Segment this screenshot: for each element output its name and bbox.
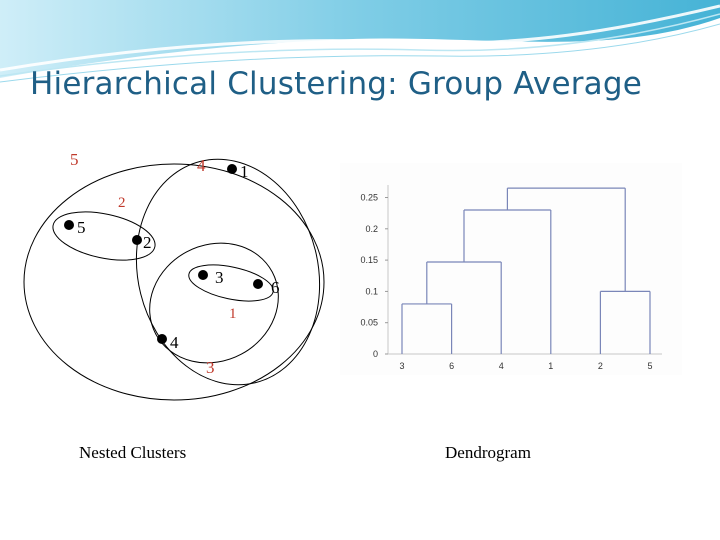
cluster-outline-5	[23, 163, 325, 401]
point-3	[198, 270, 208, 280]
merge-label-2: 2	[118, 195, 126, 211]
dendrogram-link	[506, 187, 626, 292]
cluster-outline-1	[188, 264, 274, 302]
dendrogram-link	[463, 209, 552, 354]
dendrogram-leaf-label: 2	[598, 361, 603, 371]
point-label-2: 2	[143, 233, 152, 252]
dendrogram-leaf-label: 6	[449, 361, 454, 371]
dendrogram-leaf-label: 1	[548, 361, 553, 371]
point-label-5: 5	[77, 218, 86, 237]
dendrogram-ytick-label: 0.1	[365, 286, 378, 296]
cluster-outline-4	[135, 158, 321, 386]
dendrogram-link	[401, 303, 453, 354]
merge-label-3: 3	[206, 358, 215, 377]
merge-label-5: 5	[70, 150, 79, 169]
merge-label-1: 1	[229, 306, 237, 322]
point-label-1: 1	[240, 162, 249, 181]
dendrogram-panel: 0 0.05 0.1 0.15 0.2 0.25 3 6 4 1 2 5	[340, 163, 682, 375]
dendrogram-caption: Dendrogram	[445, 443, 531, 462]
dendrogram-ytick-label: 0.05	[360, 318, 378, 328]
point-2	[132, 235, 142, 245]
slide-title: Hierarchical Clustering: Group Average	[30, 66, 643, 102]
cluster-outline-2	[52, 211, 156, 261]
header-banner	[0, 0, 720, 83]
point-5	[64, 220, 74, 230]
point-4	[157, 334, 167, 344]
point-label-3: 3	[215, 268, 224, 287]
cluster-outline-3	[149, 242, 279, 364]
point-6	[253, 279, 263, 289]
nested-clusters-caption: Nested Clusters	[79, 443, 187, 462]
dendrogram-link	[426, 261, 502, 354]
dendrogram-ytick-label: 0.25	[360, 193, 378, 203]
dendrogram-ytick-label: 0.15	[360, 255, 378, 265]
dendrogram-leaf-label: 4	[499, 361, 504, 371]
dendrogram-ytick-label: 0.2	[365, 224, 378, 234]
point-label-4: 4	[170, 333, 179, 352]
dendrogram-link	[599, 290, 651, 354]
dendrogram-leaf-label: 3	[399, 361, 404, 371]
dendrogram-leaf-label: 5	[647, 361, 652, 371]
dendrogram-ytick-label: 0	[373, 349, 378, 359]
merge-label-4: 4	[197, 156, 206, 175]
nested-clusters-diagram: 1 5 2 3 6 4 5 4 2 1 3	[23, 150, 325, 401]
dendrogram-chart: 0 0.05 0.1 0.15 0.2 0.25 3 6 4 1 2 5	[360, 185, 662, 371]
point-label-6: 6	[271, 278, 280, 297]
point-1	[227, 164, 237, 174]
